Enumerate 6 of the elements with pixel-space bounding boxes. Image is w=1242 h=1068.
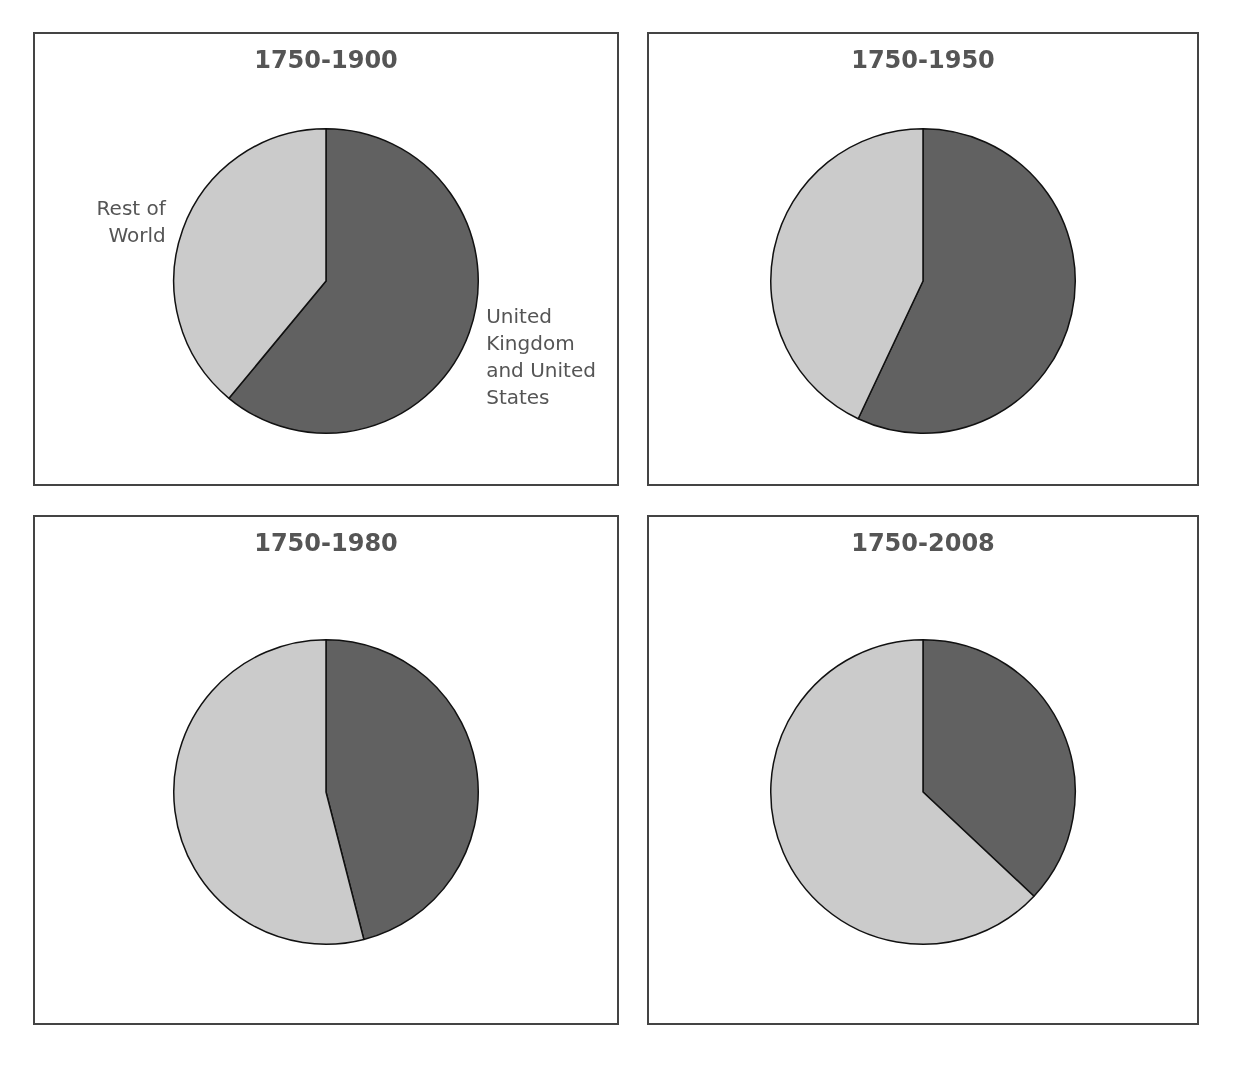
slice-label: United Kingdom and United States bbox=[486, 304, 596, 410]
chart-title: 1750-1900 bbox=[254, 46, 398, 75]
slice-label: Rest of World bbox=[96, 196, 167, 248]
chart-title: 1750-1980 bbox=[254, 529, 398, 558]
chart-title: 1750-1950 bbox=[851, 46, 995, 75]
chart-title: 1750-2008 bbox=[851, 529, 995, 558]
